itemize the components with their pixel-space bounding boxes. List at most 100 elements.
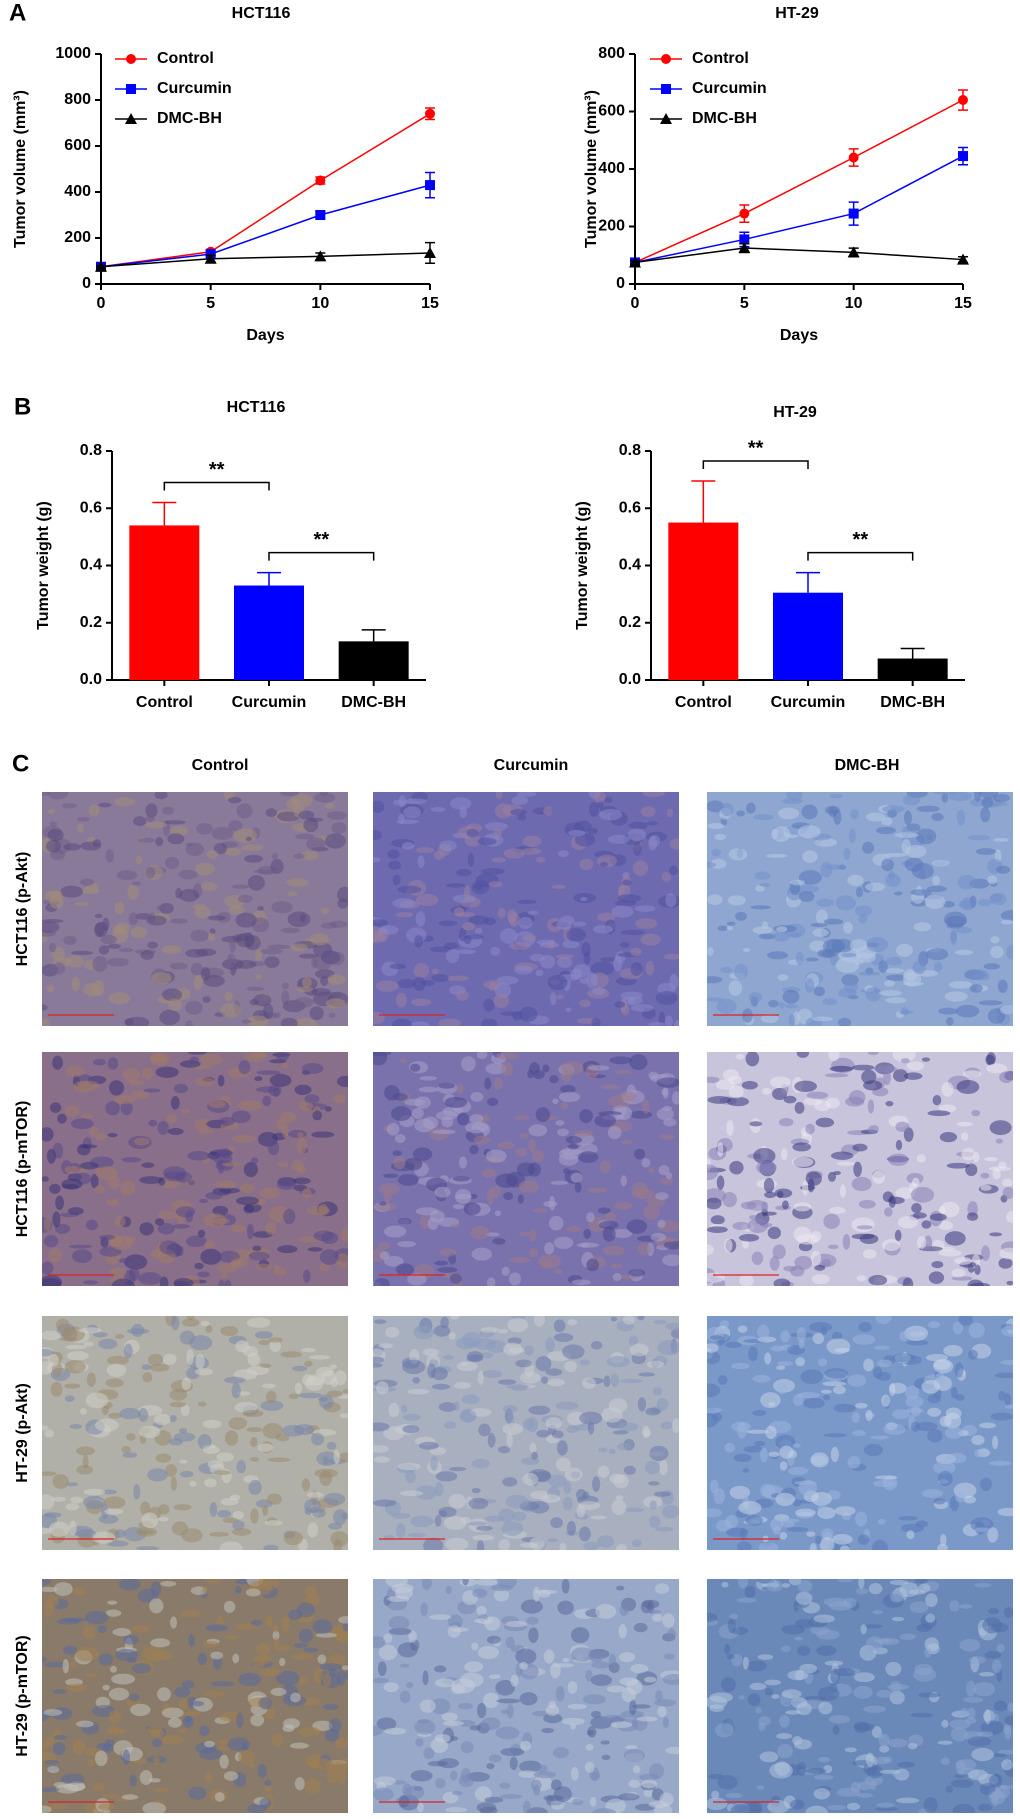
cell xyxy=(607,834,630,844)
cell xyxy=(445,949,460,964)
cell xyxy=(439,840,457,852)
series-line xyxy=(634,99,964,264)
cell xyxy=(775,1434,796,1450)
cell xyxy=(904,857,924,872)
cell xyxy=(744,1586,756,1598)
cell xyxy=(471,1642,479,1651)
cell xyxy=(852,1429,866,1436)
cell xyxy=(122,1452,138,1458)
cell xyxy=(337,898,348,909)
cell xyxy=(486,1277,496,1286)
cell xyxy=(335,1631,348,1643)
cell xyxy=(707,894,723,906)
cell xyxy=(793,1739,812,1750)
cell xyxy=(930,1213,947,1221)
cell xyxy=(385,1326,400,1338)
cell xyxy=(656,1397,669,1411)
cell xyxy=(430,1456,438,1471)
cell xyxy=(54,1223,71,1234)
cell xyxy=(629,1110,653,1119)
cell xyxy=(500,1011,522,1016)
cell xyxy=(219,1754,229,1769)
cell xyxy=(529,1537,545,1550)
cell xyxy=(514,965,533,975)
cell xyxy=(409,1063,421,1072)
cell xyxy=(616,1544,627,1550)
cell xyxy=(707,947,714,956)
cell xyxy=(219,1541,243,1550)
cell xyxy=(202,1419,222,1429)
cell xyxy=(505,1620,528,1628)
cell xyxy=(231,884,250,889)
cell xyxy=(505,1494,529,1509)
cell xyxy=(875,1756,890,1765)
cell xyxy=(232,1653,240,1664)
cell xyxy=(933,1498,946,1505)
cell xyxy=(155,1453,172,1463)
cell xyxy=(309,1355,331,1360)
cell xyxy=(895,832,919,838)
cell xyxy=(803,1397,825,1409)
cell xyxy=(111,1673,136,1685)
cell xyxy=(55,1195,65,1211)
cell xyxy=(397,978,416,989)
cell xyxy=(725,1341,742,1349)
cell xyxy=(446,975,470,981)
y-tick-label: 0.0 xyxy=(80,671,102,688)
cell xyxy=(709,1479,719,1494)
cell xyxy=(660,1177,674,1185)
cell xyxy=(634,1148,646,1160)
cell xyxy=(652,1387,663,1396)
cell xyxy=(170,1476,177,1492)
cell xyxy=(603,1375,611,1388)
cell xyxy=(933,1358,954,1374)
cell xyxy=(773,1278,791,1286)
cell xyxy=(313,1230,334,1242)
cell xyxy=(915,828,937,845)
cell xyxy=(224,991,233,1002)
cell xyxy=(633,841,642,856)
cell xyxy=(520,1599,543,1614)
cell xyxy=(247,1015,269,1026)
cell xyxy=(759,1447,768,1463)
legend-label: DMC-BH xyxy=(157,110,222,127)
cell xyxy=(419,1076,438,1081)
cell xyxy=(44,1429,55,1438)
cell xyxy=(966,1680,976,1697)
cell xyxy=(528,1124,548,1137)
cell xyxy=(255,974,262,980)
cell xyxy=(262,1095,272,1107)
cell xyxy=(152,1756,160,1765)
cell xyxy=(392,799,406,806)
cell xyxy=(973,969,989,979)
cell xyxy=(271,901,293,914)
cell xyxy=(269,1073,292,1087)
cell xyxy=(955,1394,965,1401)
cell xyxy=(707,997,724,1002)
cell xyxy=(813,1614,835,1623)
y-tick-label: 600 xyxy=(64,137,91,154)
cell xyxy=(195,862,215,876)
cell xyxy=(195,1077,215,1087)
cell xyxy=(52,1474,69,1489)
cell xyxy=(630,947,642,957)
cell xyxy=(120,1101,133,1116)
cell xyxy=(944,1231,966,1246)
cell xyxy=(453,1381,471,1389)
cell xyxy=(431,968,440,975)
cell xyxy=(810,922,828,927)
cell xyxy=(655,1690,663,1702)
cell xyxy=(427,1760,448,1767)
cell xyxy=(111,1278,135,1286)
cell xyxy=(451,1678,476,1694)
y-tick-label: 0.6 xyxy=(619,499,641,516)
chart-title: HCT116 xyxy=(227,399,286,416)
cell xyxy=(494,803,512,819)
cell xyxy=(377,1241,391,1250)
cell xyxy=(553,1333,574,1342)
cell xyxy=(227,796,242,804)
cell xyxy=(709,1335,723,1340)
cell xyxy=(897,1216,919,1229)
cell xyxy=(206,1579,222,1585)
data-point xyxy=(958,151,968,162)
